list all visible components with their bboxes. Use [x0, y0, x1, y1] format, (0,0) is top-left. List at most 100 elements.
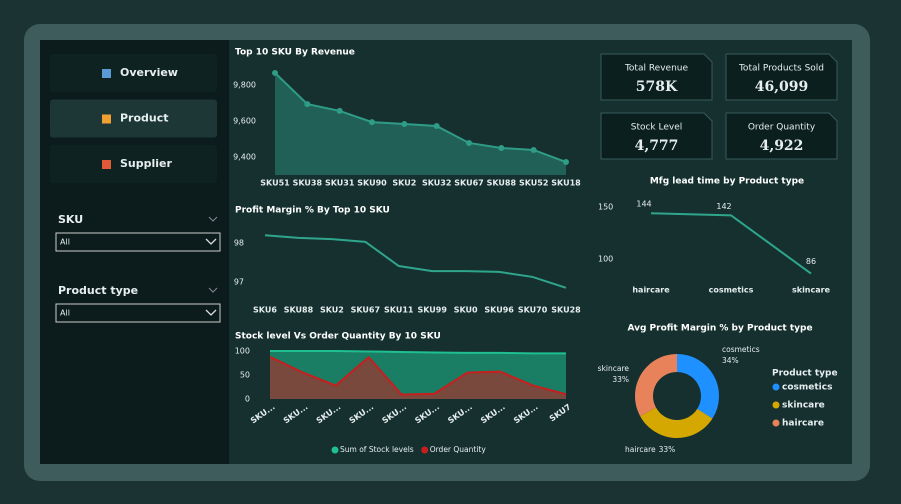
kpi-value: 4,922 — [760, 138, 804, 154]
y-tick-label: 9,600 — [233, 117, 256, 126]
nav-button[interactable] — [50, 145, 217, 183]
chart-title: Stock level Vs Order Quantity By 10 SKU — [235, 332, 441, 342]
point — [466, 139, 472, 146]
line — [270, 350, 566, 355]
x-tick-label: haircare — [632, 286, 670, 295]
filter-arrow — [205, 238, 217, 245]
donut-slice — [640, 407, 713, 439]
point — [272, 69, 278, 76]
area — [270, 356, 566, 399]
filter-value: All — [60, 309, 70, 318]
filter-value: All — [60, 238, 70, 247]
line — [650, 212, 812, 275]
y-tick-label: 98 — [234, 239, 244, 248]
x-tick-label: SKU67 — [351, 306, 380, 315]
filter-select[interactable] — [55, 232, 221, 252]
filter-collapse[interactable] — [208, 287, 218, 293]
x-tick-label: SKU52 — [519, 179, 548, 188]
legend-marker — [772, 419, 780, 427]
nav-label[interactable]: Supplier — [120, 157, 173, 170]
x-tick-label: SKU2 — [392, 179, 416, 188]
x-tick-label: SKU96 — [484, 306, 514, 315]
point — [433, 123, 440, 130]
filter-label: SKU — [58, 213, 83, 226]
chart-title: Top 10 SKU By Revenue — [235, 48, 355, 58]
nav-icon — [102, 69, 111, 78]
y-tick-label: 50 — [240, 371, 250, 380]
kpi-value: 578K — [636, 79, 678, 95]
legend-label: Order Quantity — [430, 445, 487, 454]
nav-icon — [102, 160, 111, 169]
x-tick-label: SKU31 — [325, 179, 355, 188]
x-tick-label: SKU11 — [384, 306, 414, 315]
nav-button[interactable] — [50, 99, 217, 138]
filter-select[interactable] — [55, 303, 221, 323]
kpi-card — [725, 53, 838, 101]
nav-icon — [102, 114, 111, 124]
legend-marker — [772, 401, 780, 409]
legend-label: haircare — [782, 419, 824, 429]
point — [369, 119, 375, 126]
y-tick-label: 150 — [598, 203, 613, 212]
kpi-card — [725, 112, 838, 160]
legend-title: Product type — [772, 369, 838, 379]
x-tick-label: SKU88 — [284, 306, 314, 315]
data-label: 86 — [806, 257, 816, 266]
nav-label[interactable]: Overview — [120, 66, 178, 79]
legend-label: skincare — [782, 401, 825, 411]
filter-arrow — [205, 309, 217, 316]
x-tick-label: SKU70 — [518, 306, 548, 315]
chart-title: Profit Margin % By Top 10 SKU — [235, 206, 390, 216]
legend-marker — [421, 446, 429, 454]
slice-value: 34% — [722, 356, 739, 365]
point — [563, 159, 569, 166]
x-tick-label: SKU32 — [422, 179, 451, 188]
y-tick-label: 9,400 — [233, 153, 256, 162]
donut-slice — [677, 354, 720, 419]
chart-title: Avg Profit Margin % by Product type — [627, 324, 812, 334]
chart-title: Mfg lead time by Product type — [650, 177, 804, 187]
x-tick-label: SKU28 — [551, 306, 581, 315]
nav-button[interactable] — [50, 54, 217, 92]
point — [498, 145, 505, 151]
kpi-label: Order Quantity — [748, 123, 816, 133]
filter-label: Product type — [58, 284, 138, 297]
slice-value: 33% — [612, 375, 629, 384]
area — [275, 72, 566, 175]
legend-label: cosmetics — [782, 383, 832, 393]
filter-collapse[interactable] — [208, 216, 218, 222]
line — [264, 234, 567, 289]
line — [269, 355, 567, 396]
nav-label[interactable]: Product — [120, 112, 169, 125]
y-tick-label: 0 — [245, 395, 250, 404]
x-tick-label: SKU88 — [487, 179, 517, 188]
x-tick-label: SKU51 — [260, 179, 290, 188]
slice-label: skincare — [598, 364, 630, 373]
y-tick-label: 100 — [598, 255, 613, 264]
legend-marker — [772, 383, 780, 391]
line — [274, 72, 567, 163]
x-tick-label: SKU2 — [320, 306, 344, 315]
x-tick-label: SKU67 — [454, 179, 483, 188]
point — [401, 121, 408, 128]
y-tick-label: 9,800 — [233, 81, 256, 90]
point — [336, 107, 343, 114]
legend-label: Sum of Stock levels — [340, 445, 414, 454]
kpi-value: 46,099 — [755, 79, 809, 95]
x-tick-label: cosmetics — [709, 286, 754, 295]
kpi-card — [600, 112, 713, 160]
data-label: 142 — [716, 202, 731, 211]
x-tick-label: SKU6 — [253, 306, 277, 315]
kpi-label: Stock Level — [631, 123, 683, 133]
kpi-label: Total Products Sold — [738, 64, 824, 74]
x-tick-label: SKU90 — [357, 179, 387, 188]
x-tick-label: SKU0 — [454, 306, 478, 315]
kpi-card — [600, 53, 713, 101]
point — [530, 146, 537, 153]
slice-value: 33% — [659, 445, 676, 454]
x-tick-label: SKU38 — [293, 179, 323, 188]
kpi-value: 4,777 — [635, 138, 679, 154]
data-label: 144 — [636, 200, 651, 209]
